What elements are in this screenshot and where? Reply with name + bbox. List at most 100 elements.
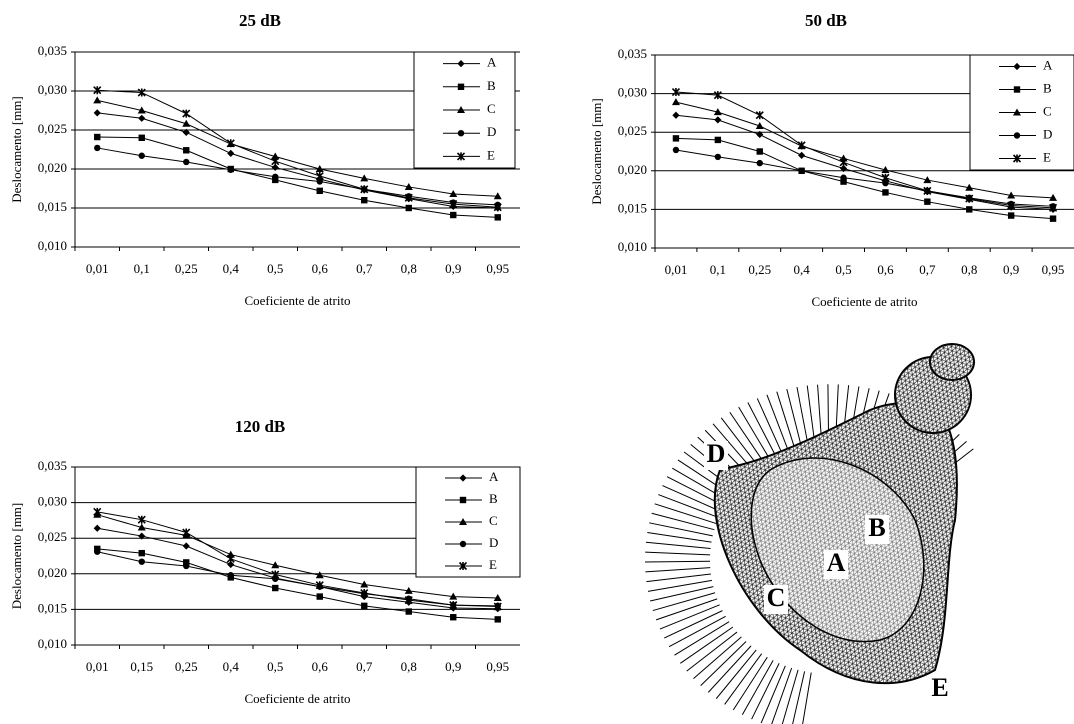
mesh-label: A: [827, 548, 846, 577]
x-tick-label: 0,6: [877, 262, 894, 277]
x-axis-title: Coeficiente de atrito: [244, 691, 350, 706]
legend-label: C: [489, 513, 498, 528]
marker: [183, 110, 190, 118]
marker: [673, 135, 679, 141]
marker: [94, 549, 100, 555]
legend-label: A: [1043, 57, 1053, 72]
y-tick-label: 0,010: [38, 238, 67, 253]
marker: [840, 175, 846, 181]
marker: [966, 206, 972, 212]
radial-line: [645, 568, 710, 572]
mesh-figure: [645, 344, 974, 724]
marker: [840, 158, 847, 166]
marker: [183, 563, 189, 569]
radial-line: [650, 587, 713, 601]
marker: [139, 558, 145, 564]
x-tick-label: 0,4: [794, 262, 811, 277]
mesh-label: D: [707, 439, 726, 468]
marker: [458, 130, 464, 136]
radial-line: [777, 392, 796, 451]
x-tick-label: 0,01: [86, 659, 109, 674]
legend-label: D: [489, 535, 498, 550]
marker: [183, 159, 189, 165]
y-tick-label: 0,025: [38, 529, 67, 544]
x-tick-label: 0,7: [356, 261, 373, 276]
marker: [672, 98, 680, 105]
radial-line: [708, 646, 751, 693]
y-tick-label: 0,030: [38, 494, 67, 509]
marker: [757, 148, 763, 154]
y-axis-title: Deslocamento [mm]: [9, 503, 24, 610]
y-tick-label: 0,020: [38, 160, 67, 175]
x-tick-label: 0,9: [445, 261, 461, 276]
y-tick-label: 0,025: [618, 123, 647, 138]
radial-line: [680, 627, 733, 663]
legend-label: D: [1043, 126, 1052, 141]
marker: [1008, 212, 1014, 218]
marker: [183, 542, 190, 549]
marker: [228, 167, 234, 173]
radial-line: [674, 622, 729, 655]
radial-line: [646, 574, 711, 582]
marker: [460, 497, 466, 503]
marker: [460, 541, 466, 547]
x-axis-title: Coeficiente de atrito: [811, 294, 917, 309]
mesh-knob-surface: [930, 344, 974, 380]
y-tick-label: 0,035: [38, 458, 67, 473]
radial-line: [733, 657, 767, 710]
marker: [1014, 132, 1020, 138]
mesh-label: E: [931, 673, 948, 702]
legend-label: B: [487, 78, 496, 93]
marker: [94, 134, 100, 140]
x-tick-label: 0,6: [312, 261, 329, 276]
marker: [714, 116, 721, 123]
marker: [139, 135, 145, 141]
x-tick-label: 0,95: [486, 659, 509, 674]
legend-label: C: [1043, 103, 1052, 118]
marker: [94, 145, 100, 151]
marker: [495, 214, 501, 220]
marker: [183, 529, 190, 537]
marker: [272, 585, 278, 591]
marker: [715, 154, 721, 160]
marker: [138, 115, 145, 122]
y-tick-label: 0,015: [618, 200, 647, 215]
y-tick-label: 0,030: [38, 82, 67, 97]
marker: [495, 616, 501, 622]
marker: [317, 188, 323, 194]
radial-line: [645, 552, 710, 555]
marker: [272, 571, 279, 579]
marker: [317, 593, 323, 599]
y-tick-label: 0,020: [618, 162, 647, 177]
x-tick-label: 0,5: [835, 262, 851, 277]
x-tick-label: 0,95: [1042, 262, 1065, 277]
marker: [715, 137, 721, 143]
marker: [458, 84, 464, 90]
chart-title: 120 dB: [235, 417, 286, 436]
x-tick-label: 0,25: [175, 659, 198, 674]
x-tick-label: 0,15: [130, 659, 153, 674]
radial-line: [693, 637, 741, 679]
radial-line: [653, 593, 715, 611]
chart-title: 50 dB: [805, 11, 847, 30]
y-tick-label: 0,020: [38, 565, 67, 580]
y-tick-label: 0,030: [618, 85, 647, 100]
marker: [1050, 215, 1056, 221]
radial-line: [725, 654, 762, 705]
marker: [93, 96, 101, 103]
x-tick-label: 0,5: [267, 261, 283, 276]
marker: [672, 112, 679, 119]
marker: [1014, 86, 1020, 92]
x-tick-label: 0,25: [175, 261, 198, 276]
y-tick-label: 0,035: [618, 46, 647, 61]
x-tick-label: 0,8: [401, 659, 417, 674]
marker: [406, 608, 412, 614]
marker: [450, 614, 456, 620]
x-tick-label: 0,01: [665, 262, 688, 277]
legend-label: D: [487, 124, 496, 139]
x-axis-title: Coeficiente de atrito: [244, 293, 350, 308]
radial-line: [687, 632, 737, 671]
y-tick-label: 0,010: [618, 239, 647, 254]
legend-label: B: [1043, 80, 1052, 95]
x-tick-label: 0,8: [401, 261, 417, 276]
